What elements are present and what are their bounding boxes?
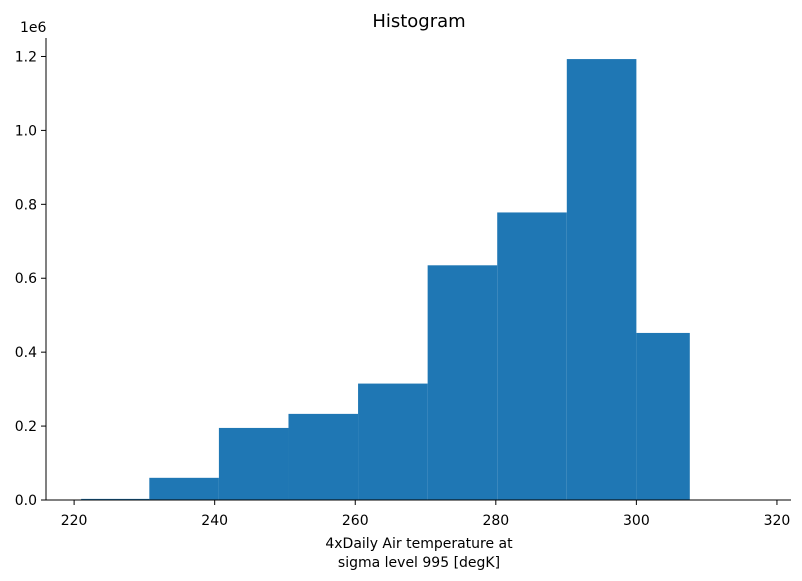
y-offset-label: 1e6 <box>20 20 47 36</box>
histogram-bar <box>218 427 289 500</box>
histogram-bar <box>497 212 567 500</box>
x-tick-label: 220 <box>61 513 88 529</box>
histogram-bar <box>288 413 359 500</box>
y-tick-label: 0.4 <box>15 345 37 361</box>
x-tick-label: 300 <box>623 513 650 529</box>
histogram-bar <box>427 265 498 500</box>
x-tick-label: 320 <box>764 513 791 529</box>
y-tick-label: 0.6 <box>15 271 37 287</box>
x-axis-ticks: 220 240 260 280 300 320 <box>61 500 791 529</box>
histogram-bar <box>81 498 150 500</box>
bars-group <box>81 59 690 500</box>
x-axis-label-line1: 4xDaily Air temperature at <box>325 536 513 552</box>
y-tick-label: 0.0 <box>15 493 37 509</box>
x-tick-label: 280 <box>482 513 509 529</box>
histogram-bar <box>566 59 637 500</box>
histogram-bar <box>358 383 428 500</box>
x-axis-label-line2: sigma level 995 [degK] <box>338 555 500 571</box>
chart-title: Histogram <box>372 11 465 32</box>
x-tick-label: 260 <box>342 513 369 529</box>
y-tick-label: 0.8 <box>15 197 37 213</box>
x-tick-label: 240 <box>201 513 228 529</box>
histogram-bar <box>149 477 219 500</box>
y-tick-label: 1.0 <box>15 123 37 139</box>
y-axis-ticks: 0.0 0.2 0.4 0.6 0.8 1.0 1.2 <box>15 49 46 509</box>
y-tick-label: 0.2 <box>15 419 37 435</box>
y-tick-label: 1.2 <box>15 49 37 65</box>
histogram-bar <box>636 332 690 500</box>
